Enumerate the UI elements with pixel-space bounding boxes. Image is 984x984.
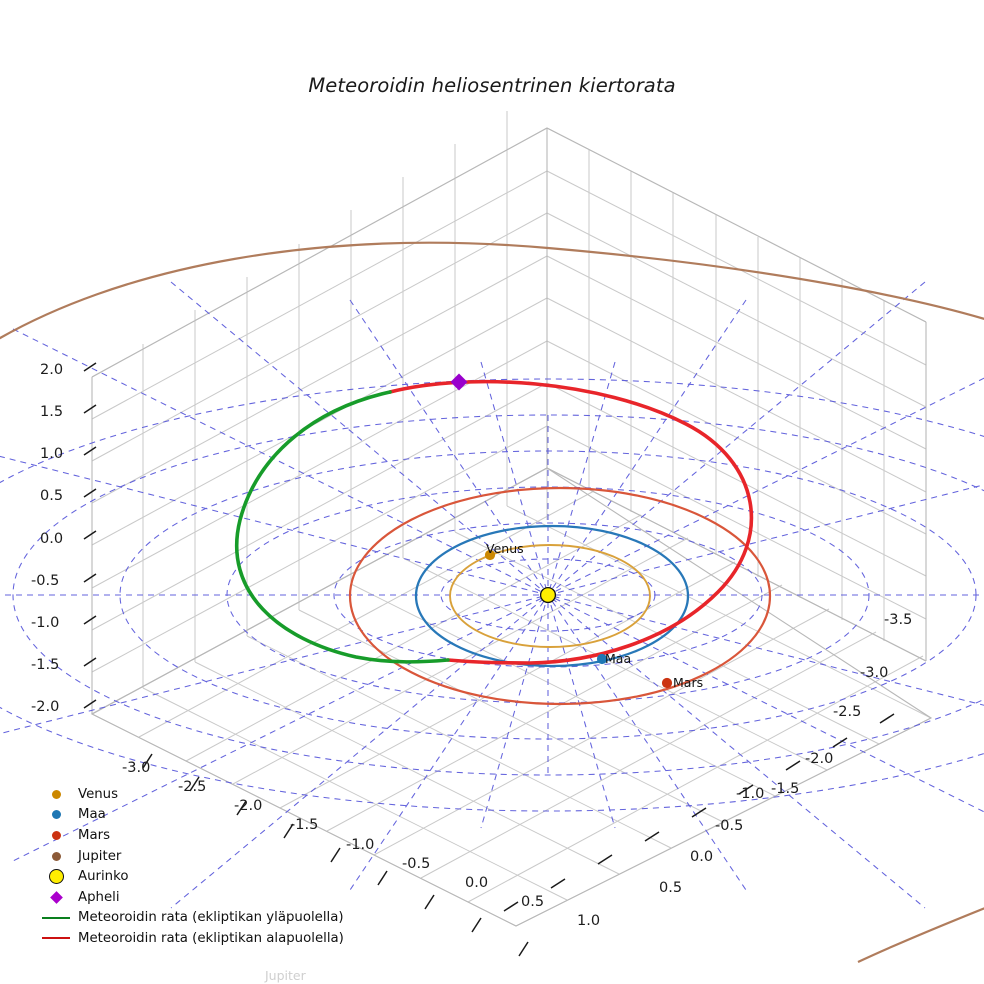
polar-circle-r2 — [333, 522, 763, 668]
axes-3d-box-grid — [90, 111, 933, 927]
venus-marker — [484, 549, 496, 561]
y-tick-4: -1.5 — [771, 781, 800, 797]
sun-marker-icon — [34, 869, 78, 885]
body-markers — [450, 373, 673, 689]
y-tick-5: -1.0 — [736, 786, 765, 802]
y-tick-3: -2.0 — [805, 751, 834, 767]
venus-marker-icon — [34, 789, 78, 799]
x-tick-3: -1.5 — [290, 817, 319, 833]
aphelion-marker-icon — [34, 890, 78, 904]
legend-label-aurinko: Aurinko — [78, 869, 129, 885]
y-tick-7: 0.0 — [690, 849, 714, 865]
legend-item-maa[interactable]: Maa — [34, 805, 364, 826]
polar-circle-r6 — [0, 378, 984, 812]
legend-item-venus[interactable]: Venus — [34, 784, 364, 805]
legend-label-mars: Mars — [78, 827, 111, 843]
legend-item-meteoroid-below[interactable]: Meteoroidin rata (ekliptikan alapuolella… — [34, 928, 364, 949]
x-tick-1: -2.5 — [178, 779, 207, 795]
y-tick-1: -3.0 — [860, 665, 889, 681]
meteoroid-orbit-below-ecliptic — [388, 379, 754, 665]
x-tick-0: -3.0 — [122, 760, 151, 776]
x-tick-2: -2.0 — [234, 798, 263, 814]
x-axis-ticks — [142, 753, 529, 957]
y-tick-8: 0.5 — [659, 880, 683, 896]
y-axis-ticks — [503, 713, 895, 912]
z-axis-ticks — [83, 362, 97, 709]
sun-marker — [539, 586, 557, 604]
legend-label-maa: Maa — [78, 807, 106, 823]
red-line-icon — [34, 937, 78, 940]
back-left-wall-grid — [91, 111, 548, 715]
aphelion-marker — [450, 373, 468, 391]
earth-marker — [596, 653, 608, 665]
venus-label: Venus — [486, 541, 524, 556]
jupiter-marker-icon — [34, 851, 78, 861]
x-tick-4: -1.0 — [346, 837, 375, 853]
green-line-icon — [34, 916, 78, 919]
legend-label-meteoroid-above: Meteoroidin rata (ekliptikan yläpuolella… — [78, 910, 344, 926]
polar-circle-r5 — [12, 414, 984, 776]
earth-label: Maa — [605, 651, 632, 666]
y-tick-6: -0.5 — [715, 818, 744, 834]
venus-orbit — [449, 544, 651, 648]
legend-item-jupiter[interactable]: Jupiter — [34, 846, 364, 867]
z-tick-7: -1.5 — [31, 657, 60, 673]
legend-item-aurinko[interactable]: Aurinko — [34, 866, 364, 887]
meteoroid-orbit-above-ecliptic — [234, 390, 450, 664]
z-tick-0: 2.0 — [40, 362, 64, 378]
z-tick-3: 0.5 — [40, 488, 64, 504]
z-tick-6: -1.0 — [31, 615, 60, 631]
y-tick-0: -3.5 — [884, 612, 913, 628]
legend: Venus Maa Mars Jupiter Aurinko — [34, 784, 364, 949]
z-tick-2: 1.0 — [40, 446, 64, 462]
box-edges — [90, 127, 933, 927]
x-tick-8: 1.0 — [577, 913, 601, 929]
z-tick-4: 0.0 — [40, 531, 64, 547]
y-tick-2: -2.5 — [833, 704, 862, 720]
page-title: Meteoroidin heliosentrinen kiertorata — [308, 74, 676, 97]
legend-item-apheli[interactable]: Apheli — [34, 887, 364, 908]
earth-orbit — [414, 524, 690, 668]
legend-item-meteoroid-above[interactable]: Meteoroidin rata (ekliptikan yläpuolella… — [34, 908, 364, 929]
z-tick-5: -0.5 — [31, 573, 60, 589]
legend-item-mars[interactable]: Mars — [34, 825, 364, 846]
legend-label-jupiter: Jupiter — [78, 848, 122, 864]
legend-label-venus: Venus — [78, 786, 119, 802]
earth-marker-icon — [34, 810, 78, 820]
z-tick-8: -2.0 — [31, 699, 60, 715]
x-tick-6: 0.0 — [465, 875, 489, 891]
mars-label: Mars — [673, 675, 704, 690]
x-tick-7: 0.5 — [521, 894, 545, 910]
x-tick-5: -0.5 — [402, 856, 431, 872]
legend-label-meteoroid-below: Meteoroidin rata (ekliptikan alapuolella… — [78, 930, 344, 946]
mars-orbit — [348, 486, 772, 706]
jupiter-orbit — [0, 241, 984, 963]
legend-label-apheli: Apheli — [78, 889, 120, 905]
mars-marker-icon — [34, 830, 78, 840]
mars-marker — [661, 677, 673, 689]
z-tick-1: 1.5 — [40, 404, 64, 420]
jupiter-label: Jupiter — [265, 968, 306, 983]
axis-tick-marks — [83, 362, 895, 957]
